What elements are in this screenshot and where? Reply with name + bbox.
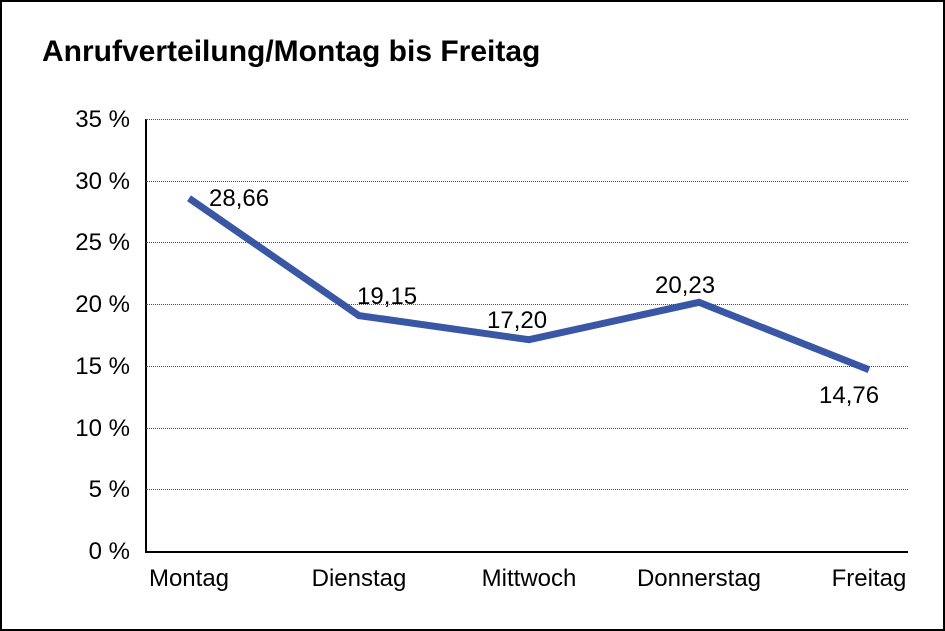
x-axis-line (145, 551, 908, 553)
x-axis-label: Mittwoch (481, 565, 577, 592)
x-axis-label: Freitag (831, 565, 907, 592)
gridline (146, 304, 908, 306)
data-point-label: 17,20 (487, 306, 548, 334)
y-axis-tick-label: 35 % (75, 106, 130, 133)
gridline (146, 489, 908, 491)
x-axis-label: Donnerstag (636, 565, 762, 592)
y-axis-tick-label: 25 % (75, 229, 130, 257)
data-point-label: 28,66 (209, 185, 270, 213)
y-axis-tick-label: 10 % (75, 414, 130, 442)
gridline (146, 242, 908, 244)
gridline (146, 180, 908, 182)
x-axis-label: Dienstag (311, 565, 407, 592)
data-point-label: 20,23 (655, 272, 716, 300)
gridline (146, 119, 908, 120)
gridline (146, 365, 908, 367)
y-axis-line (145, 119, 147, 553)
y-axis-tick-label: 20 % (75, 291, 130, 319)
data-point-label: 14,76 (819, 381, 880, 409)
data-point-label: 19,15 (357, 282, 418, 310)
y-axis-tick-label: 30 % (75, 167, 130, 195)
y-axis-tick-label: 5 % (88, 476, 130, 504)
chart-title: Anrufverteilung/Montag bis Freitag (42, 35, 541, 68)
x-axis-label: Montag (148, 565, 230, 592)
line-series (187, 195, 871, 374)
y-axis-tick-label: 0 % (88, 538, 130, 565)
gridline (146, 427, 908, 429)
y-axis-tick-label: 15 % (75, 352, 130, 380)
